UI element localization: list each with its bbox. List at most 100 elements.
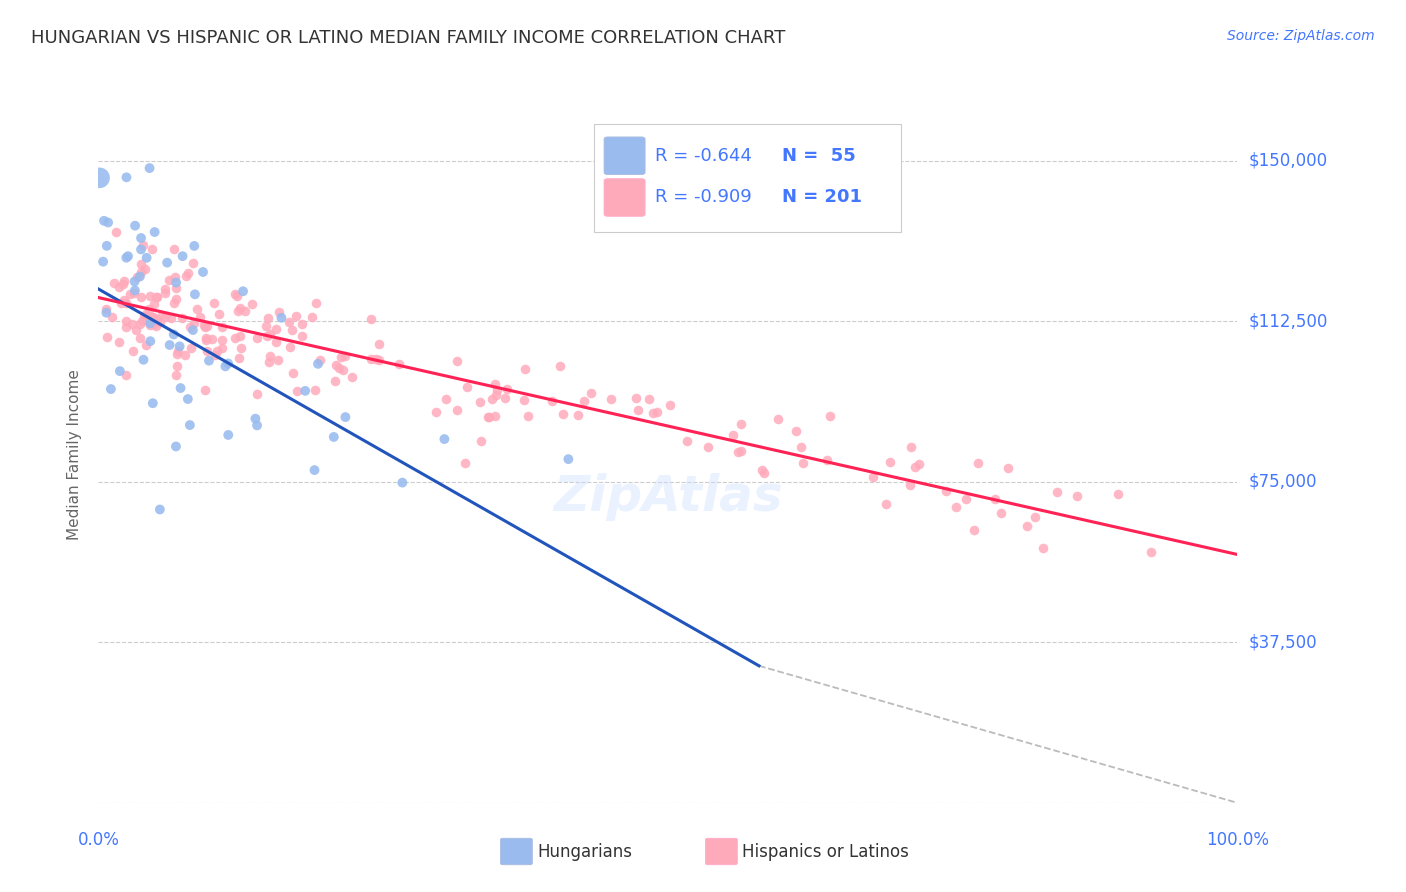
Point	[332, 363, 354, 377]
Point	[557, 452, 579, 467]
Point	[304, 463, 326, 477]
Y-axis label: Median Family Income: Median Family Income	[67, 369, 83, 541]
Point	[224, 287, 246, 301]
FancyBboxPatch shape	[605, 178, 645, 216]
Point	[96, 306, 118, 320]
Point	[166, 344, 188, 359]
Text: N =  55: N = 55	[782, 147, 855, 165]
Point	[963, 524, 986, 538]
Point	[124, 219, 146, 233]
Point	[898, 477, 921, 491]
Point	[305, 295, 328, 310]
Point	[304, 383, 326, 397]
Point	[115, 251, 138, 265]
Point	[1032, 541, 1054, 556]
Point	[211, 333, 233, 347]
Point	[330, 351, 353, 365]
Point	[815, 452, 838, 467]
Point	[266, 322, 288, 336]
Point	[110, 295, 132, 310]
Point	[875, 497, 897, 511]
Point	[790, 440, 813, 454]
Point	[278, 315, 301, 329]
Point	[229, 341, 252, 355]
Point	[91, 254, 114, 268]
Point	[97, 215, 120, 229]
Point	[862, 470, 884, 484]
Point	[1046, 485, 1069, 500]
Point	[181, 256, 204, 270]
Point	[484, 409, 506, 423]
Point	[165, 368, 187, 382]
Point	[323, 374, 346, 388]
Point	[567, 408, 589, 422]
Point	[129, 231, 152, 245]
Point	[211, 319, 233, 334]
Point	[270, 310, 292, 325]
Point	[205, 343, 228, 358]
Point	[160, 310, 183, 325]
Point	[281, 366, 304, 380]
Text: $37,500: $37,500	[1249, 633, 1317, 651]
Point	[142, 310, 165, 324]
Point	[131, 238, 153, 252]
Point	[134, 262, 156, 277]
Point	[149, 502, 172, 516]
FancyBboxPatch shape	[593, 124, 901, 232]
Point	[139, 289, 162, 303]
Point	[129, 256, 152, 270]
Point	[143, 317, 166, 331]
Point	[1140, 544, 1163, 558]
FancyBboxPatch shape	[706, 838, 737, 864]
Point	[228, 351, 250, 366]
Point	[163, 296, 186, 310]
Point	[291, 329, 314, 343]
Point	[967, 456, 990, 470]
Point	[94, 302, 117, 317]
Point	[280, 340, 302, 354]
Point	[485, 383, 508, 397]
Point	[165, 276, 187, 290]
Point	[165, 440, 187, 454]
Point	[159, 338, 181, 352]
Point	[146, 289, 169, 303]
Point	[259, 349, 281, 363]
Point	[553, 407, 575, 421]
Point	[226, 289, 249, 303]
Point	[907, 457, 929, 471]
Point	[201, 332, 224, 346]
Text: HUNGARIAN VS HISPANIC OR LATINO MEDIAN FAMILY INCOME CORRELATION CHART: HUNGARIAN VS HISPANIC OR LATINO MEDIAN F…	[31, 29, 786, 47]
Point	[477, 409, 499, 424]
Point	[246, 387, 269, 401]
Point	[322, 430, 344, 444]
Point	[129, 331, 152, 345]
Point	[139, 317, 162, 331]
Point	[730, 417, 752, 432]
Point	[485, 388, 508, 402]
Point	[111, 277, 134, 291]
Point	[169, 339, 191, 353]
Point	[284, 309, 307, 323]
Point	[470, 395, 492, 409]
Point	[146, 311, 169, 326]
Text: Source: ZipAtlas.com: Source: ZipAtlas.com	[1227, 29, 1375, 44]
Point	[122, 285, 145, 300]
Point	[548, 359, 571, 373]
Point	[174, 348, 197, 362]
Point	[513, 361, 536, 376]
Point	[124, 284, 146, 298]
Point	[935, 484, 957, 499]
Point	[478, 410, 501, 425]
Point	[990, 506, 1012, 520]
Point	[204, 348, 226, 362]
FancyBboxPatch shape	[501, 838, 533, 864]
Point	[96, 239, 118, 253]
Point	[900, 440, 922, 454]
Point	[335, 349, 357, 363]
Point	[124, 275, 146, 289]
Point	[117, 249, 139, 263]
Point	[754, 467, 776, 481]
Point	[195, 343, 218, 358]
Point	[1107, 487, 1129, 501]
Point	[139, 334, 162, 348]
